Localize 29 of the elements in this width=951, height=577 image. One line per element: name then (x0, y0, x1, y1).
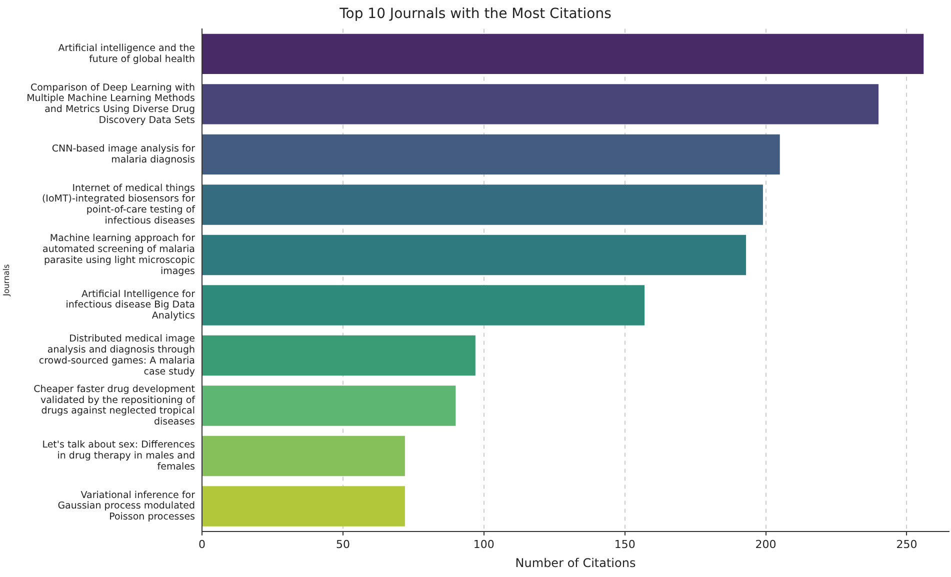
bar (202, 84, 879, 124)
bar (202, 184, 763, 225)
y-tick-label: Artificial intelligence and the future of global health (58, 42, 196, 65)
bar (202, 134, 780, 175)
chart-title: Top 10 Journals with the Most Citations (338, 6, 612, 22)
y-axis-title: Journals (2, 264, 11, 298)
y-tick-label: Variational inference for Gaussian process modulated Poisson processes (58, 490, 196, 523)
x-axis-title: Number of Citations (515, 556, 636, 570)
x-tick-label: 100 (473, 538, 494, 551)
bar (202, 436, 405, 476)
y-tick-label: Artificial Intelligence for infectious disease Big Data Analytics (66, 288, 196, 322)
bar (202, 386, 456, 426)
y-tick-label: CNN-based image analysis for malaria diagnosis (52, 143, 196, 166)
y-tick-label: Internet of medical things (IoMT)-integrated biosensors for point-of-care testing of infectious diseases (42, 182, 196, 227)
y-tick-label: Machine learning approach for automated screening of malaria parasite using light microscopic images (42, 233, 196, 277)
x-tick-label: 250 (896, 538, 918, 551)
x-tick-label: 0 (198, 538, 206, 551)
y-tick-label: Distributed medical image analysis and diagnosis through crowd-sourced games: A malaria case study (38, 334, 196, 378)
y-tick-label: Comparison of Deep Learning with Multiple Machine Learning Methods and Metrics Using Diverse Drug Discovery Data Sets (26, 82, 196, 126)
x-tick-label: 150 (614, 538, 636, 551)
bar (202, 335, 476, 376)
bar (202, 34, 924, 74)
x-tick-label: 50 (336, 538, 350, 551)
bar (202, 285, 645, 326)
bar (202, 486, 405, 526)
bar (202, 234, 746, 276)
y-tick-label: Let's talk about sex: Differences in drug therapy in males and females (42, 440, 196, 472)
x-tick-label: 200 (755, 538, 776, 551)
y-tick-label: Cheaper faster drug development validated by the repositioning of drugs against neglected tropical diseases (34, 384, 196, 428)
